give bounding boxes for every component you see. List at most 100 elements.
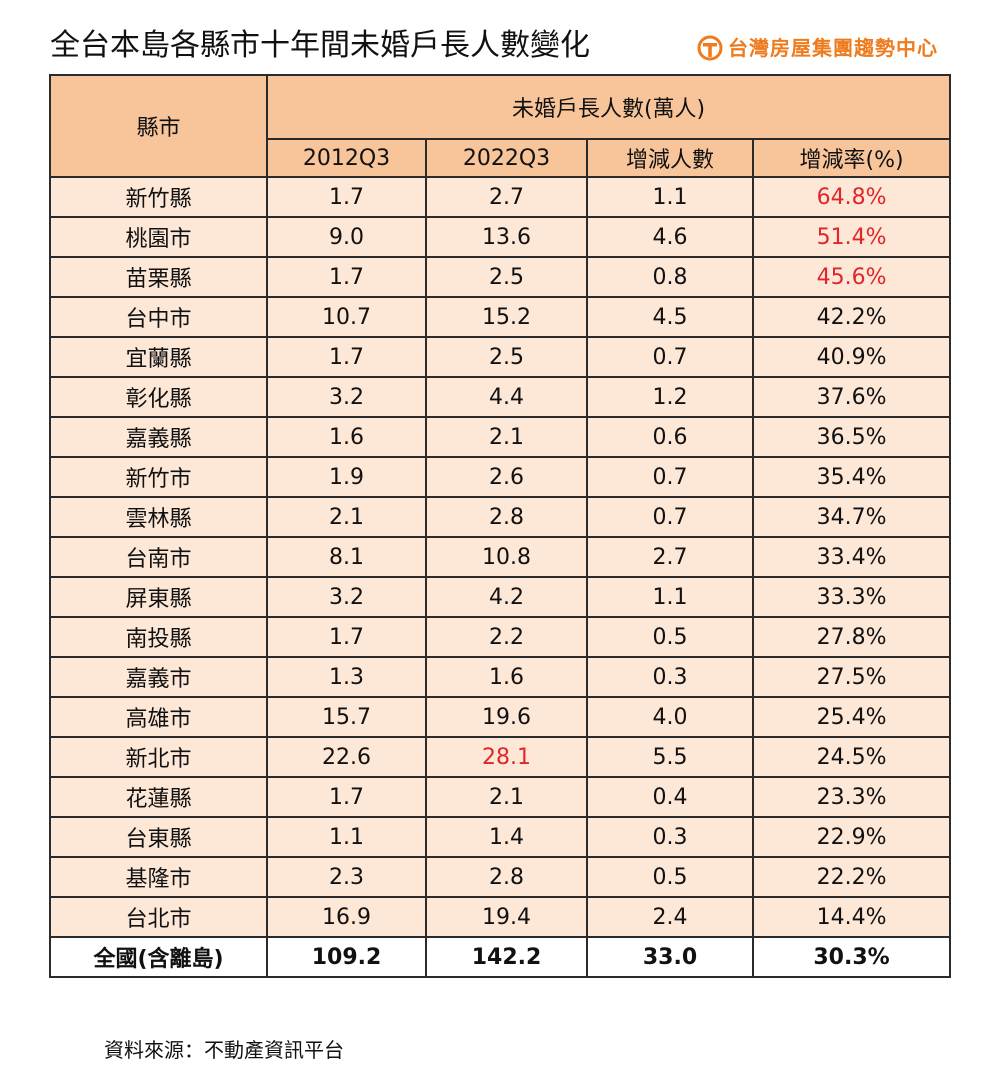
cell-change: 0.4 xyxy=(586,776,754,818)
cell-rate: 34.7% xyxy=(751,496,952,538)
cell-city: 屏東縣 xyxy=(49,576,268,618)
header-group: 未婚戶長人數(萬人) xyxy=(265,74,952,140)
cell-city: 宜蘭縣 xyxy=(49,336,268,378)
cell-rate: 23.3% xyxy=(751,776,952,818)
header-rate: 增減率(%) xyxy=(751,138,952,178)
cell-2012: 1.7 xyxy=(266,256,427,298)
page-title: 全台本島各縣市十年間未婚戶長人數變化 xyxy=(50,28,590,63)
data-table: 縣市 未婚戶長人數(萬人) 2012Q3 2022Q3 增減人數 增減率(%) … xyxy=(49,74,952,978)
cell-change: 2.7 xyxy=(586,536,754,578)
cell-2012: 22.6 xyxy=(266,736,427,778)
brand: 台灣房屋集團趨勢中心 xyxy=(696,34,938,62)
cell-2012: 15.7 xyxy=(266,696,427,738)
cell-city: 嘉義縣 xyxy=(49,416,268,458)
cell-2022: 13.6 xyxy=(425,216,588,258)
cell-rate: 42.2% xyxy=(751,296,952,338)
cell-2012: 1.6 xyxy=(266,416,427,458)
cell-rate: 22.9% xyxy=(751,816,952,858)
cell-rate: 25.4% xyxy=(751,696,952,738)
brand-name: 台灣房屋集團趨勢中心 xyxy=(728,36,938,60)
cell-city: 高雄市 xyxy=(49,696,268,738)
table-row: 彰化縣 3.2 4.4 1.2 37.6% xyxy=(49,376,952,418)
cell-2012: 3.2 xyxy=(266,576,427,618)
cell-change: 4.6 xyxy=(586,216,754,258)
cell-change: 4.0 xyxy=(586,696,754,738)
cell-2022: 19.6 xyxy=(425,696,588,738)
cell-2012: 3.2 xyxy=(266,376,427,418)
cell-change: 0.8 xyxy=(586,256,754,298)
cell-2022: 2.8 xyxy=(425,496,588,538)
cell-2012: 8.1 xyxy=(266,536,427,578)
cell-2012: 1.3 xyxy=(266,656,427,698)
table-row: 嘉義縣 1.6 2.1 0.6 36.5% xyxy=(49,416,952,458)
cell-change: 1.2 xyxy=(586,376,754,418)
header: 全台本島各縣市十年間未婚戶長人數變化 台灣房屋集團趨勢中心 xyxy=(50,26,950,70)
table-total-row: 全國(含離島) 109.2 142.2 33.0 30.3% xyxy=(49,936,952,978)
cell-change: 0.5 xyxy=(586,856,754,898)
cell-city: 花蓮縣 xyxy=(49,776,268,818)
cell-rate: 30.3% xyxy=(751,936,952,978)
cell-change: 0.7 xyxy=(586,336,754,378)
source-note: 資料來源：不動產資訊平台 xyxy=(104,1038,344,1062)
table-row: 新竹市 1.9 2.6 0.7 35.4% xyxy=(49,456,952,498)
table-row: 雲林縣 2.1 2.8 0.7 34.7% xyxy=(49,496,952,538)
cell-rate: 45.6% xyxy=(751,256,952,298)
cell-change: 0.3 xyxy=(586,656,754,698)
cell-change: 0.7 xyxy=(586,456,754,498)
cell-2022: 2.7 xyxy=(425,176,588,218)
table-row: 嘉義市 1.3 1.6 0.3 27.5% xyxy=(49,656,952,698)
cell-change: 2.4 xyxy=(586,896,754,938)
cell-2022: 1.4 xyxy=(425,816,588,858)
cell-2022: 142.2 xyxy=(425,936,588,978)
table-row: 新竹縣 1.7 2.7 1.1 64.8% xyxy=(49,176,952,218)
cell-2022: 2.5 xyxy=(425,256,588,298)
cell-city: 新竹縣 xyxy=(49,176,268,218)
table-row: 桃園市 9.0 13.6 4.6 51.4% xyxy=(49,216,952,258)
cell-rate: 27.5% xyxy=(751,656,952,698)
table-row: 台中市 10.7 15.2 4.5 42.2% xyxy=(49,296,952,338)
cell-2012: 1.7 xyxy=(266,616,427,658)
cell-change: 0.3 xyxy=(586,816,754,858)
taiwan-realty-logo-icon xyxy=(696,34,724,62)
cell-2012: 2.3 xyxy=(266,856,427,898)
cell-change: 5.5 xyxy=(586,736,754,778)
cell-2022: 2.1 xyxy=(425,416,588,458)
cell-2022: 28.1 xyxy=(425,736,588,778)
cell-city: 雲林縣 xyxy=(49,496,268,538)
cell-rate: 40.9% xyxy=(751,336,952,378)
cell-2022: 2.8 xyxy=(425,856,588,898)
table-row: 台東縣 1.1 1.4 0.3 22.9% xyxy=(49,816,952,858)
table-row: 新北市 22.6 28.1 5.5 24.5% xyxy=(49,736,952,778)
cell-rate: 64.8% xyxy=(751,176,952,218)
cell-city: 台中市 xyxy=(49,296,268,338)
table-row: 屏東縣 3.2 4.2 1.1 33.3% xyxy=(49,576,952,618)
cell-2012: 10.7 xyxy=(266,296,427,338)
table-row: 南投縣 1.7 2.2 0.5 27.8% xyxy=(49,616,952,658)
cell-change: 4.5 xyxy=(586,296,754,338)
cell-2012: 2.1 xyxy=(266,496,427,538)
cell-city: 桃園市 xyxy=(49,216,268,258)
cell-rate: 37.6% xyxy=(751,376,952,418)
cell-city: 台北市 xyxy=(49,896,268,938)
cell-rate: 24.5% xyxy=(751,736,952,778)
cell-city: 全國(含離島) xyxy=(49,936,268,978)
cell-2012: 9.0 xyxy=(266,216,427,258)
cell-2012: 1.9 xyxy=(266,456,427,498)
table-row: 苗栗縣 1.7 2.5 0.8 45.6% xyxy=(49,256,952,298)
cell-rate: 35.4% xyxy=(751,456,952,498)
table-row: 花蓮縣 1.7 2.1 0.4 23.3% xyxy=(49,776,952,818)
cell-2012: 1.7 xyxy=(266,776,427,818)
cell-rate: 51.4% xyxy=(751,216,952,258)
cell-city: 新北市 xyxy=(49,736,268,778)
header-city: 縣市 xyxy=(49,74,268,178)
cell-rate: 22.2% xyxy=(751,856,952,898)
cell-2022: 19.4 xyxy=(425,896,588,938)
header-2012q3: 2012Q3 xyxy=(266,138,427,178)
cell-2022: 2.6 xyxy=(425,456,588,498)
table-row: 基隆市 2.3 2.8 0.5 22.2% xyxy=(49,856,952,898)
cell-change: 0.6 xyxy=(586,416,754,458)
cell-city: 基隆市 xyxy=(49,856,268,898)
cell-2012: 1.7 xyxy=(266,176,427,218)
cell-city: 新竹市 xyxy=(49,456,268,498)
cell-change: 0.5 xyxy=(586,616,754,658)
